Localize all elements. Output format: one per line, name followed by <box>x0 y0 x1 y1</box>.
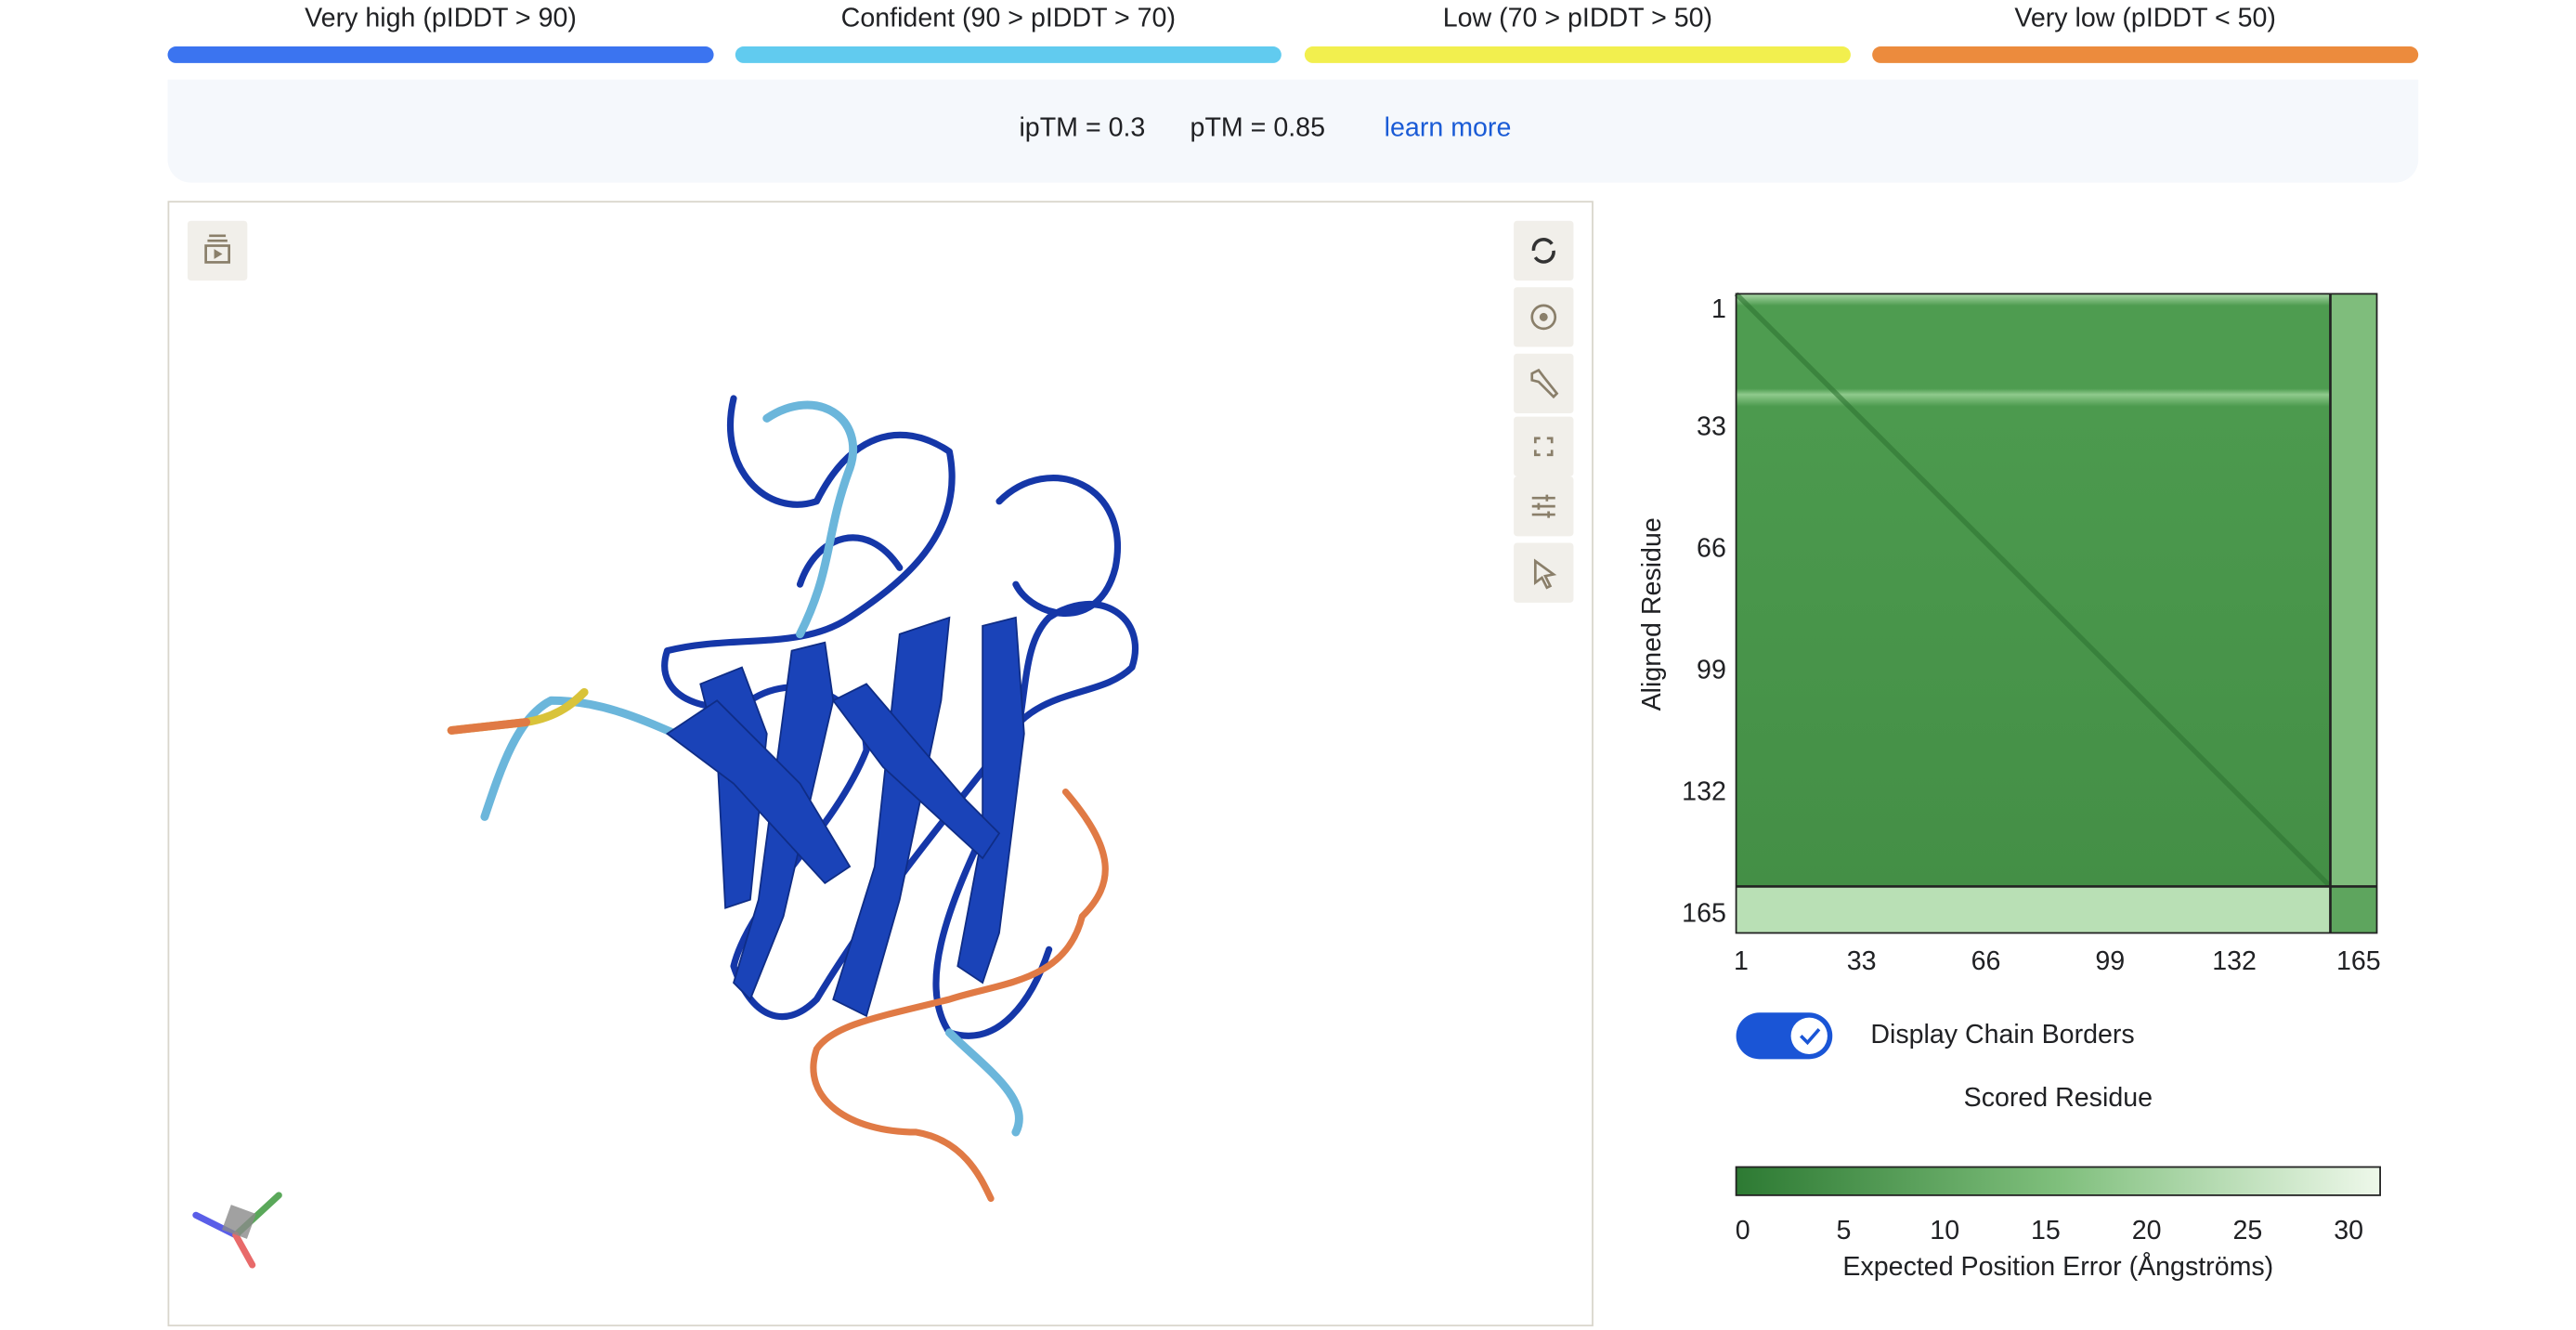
structure-viewer <box>167 201 1594 1327</box>
tools-button[interactable] <box>1514 353 1574 414</box>
colorbar-tick-label: 0 <box>1736 1216 1750 1245</box>
y-tick-label: 1 <box>1711 294 1726 324</box>
toggle-knob <box>1790 1017 1828 1054</box>
ptm: pTM = 0.85 <box>1190 114 1325 143</box>
colorbar-tick-label: 5 <box>1837 1216 1852 1245</box>
y-tick-label: 33 <box>1697 412 1726 442</box>
icon <box>1533 558 1557 590</box>
icon <box>204 234 230 264</box>
pae-diagonal <box>1734 292 2333 889</box>
pae-chain-b <box>2330 886 2377 933</box>
fullscreen-button[interactable] <box>1514 416 1574 476</box>
legend-bar <box>1304 46 1851 63</box>
animation-button[interactable] <box>187 220 248 281</box>
x-tick-label: 132 <box>2212 946 2257 976</box>
protein-render <box>192 395 1139 1269</box>
colorbar <box>1735 1166 2381 1196</box>
pae-off-diag <box>1736 886 2331 933</box>
legend-bar <box>735 46 1281 63</box>
x-axis-label: Scored Residue <box>1964 1083 2153 1113</box>
iptm: ipTM = 0.3 <box>1019 114 1146 143</box>
colorbar-tick-label: 25 <box>2232 1216 2262 1245</box>
settings-button[interactable] <box>1514 476 1574 537</box>
x-tick-label: 33 <box>1847 946 1877 976</box>
pae-plot: Aligned Residue Display Chain Borders Sc… <box>1637 292 2381 1282</box>
icon <box>1531 238 1555 264</box>
y-tick-label: 99 <box>1697 656 1726 685</box>
icon <box>1533 437 1554 457</box>
y-tick-label: 66 <box>1697 534 1726 564</box>
pae-off-diag <box>2330 293 2377 887</box>
colorbar-tick-label: 30 <box>2334 1216 2363 1245</box>
snapshot-button[interactable] <box>1514 287 1574 347</box>
icon <box>1530 368 1559 399</box>
legend-bar <box>1872 46 2419 63</box>
legend-label: Very high (pIDDT > 90) <box>305 5 577 33</box>
colorbar-tick-label: 10 <box>1930 1216 1959 1245</box>
x-tick-label: 1 <box>1734 946 1749 976</box>
colorbar-tick-label: 20 <box>2132 1216 2162 1245</box>
legend-label: Very low (pIDDT < 50) <box>2014 5 2276 33</box>
legend-bar <box>167 46 714 63</box>
toggle-label: Display Chain Borders <box>1870 1020 2134 1050</box>
legend-label: Confident (90 > pIDDT > 70) <box>840 5 1176 33</box>
legend-label: Low (70 > pIDDT > 50) <box>1442 5 1713 33</box>
metrics-panel: ipTM = 0.3 pTM = 0.85 learn more <box>167 79 2419 183</box>
pae-border <box>1735 293 2378 934</box>
y-tick-label: 165 <box>1682 898 1726 928</box>
toggle-check <box>1800 1027 1821 1046</box>
x-tick-label: 66 <box>1971 946 2001 976</box>
y-axis-label: Aligned Residue <box>1637 517 1667 711</box>
x-tick-label: 165 <box>2336 946 2381 976</box>
icon <box>1531 494 1555 518</box>
select-button[interactable] <box>1514 542 1574 603</box>
colorbar-tick-label: 15 <box>2031 1216 2061 1245</box>
y-tick-label: 132 <box>1682 776 1726 806</box>
icon <box>1530 304 1557 331</box>
reset-button[interactable] <box>1514 220 1574 281</box>
colorbar-label: Expected Position Error (Ångströms) <box>1842 1251 2273 1282</box>
x-tick-label: 99 <box>2095 946 2125 976</box>
learn-more-link[interactable]: learn more <box>1384 114 1512 143</box>
